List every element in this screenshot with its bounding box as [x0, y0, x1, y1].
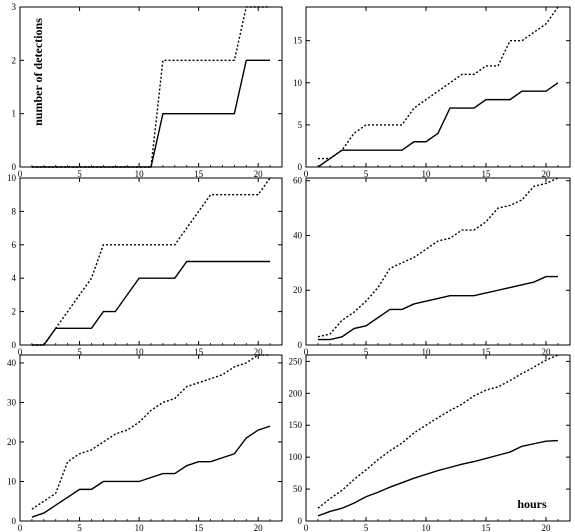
series-dotted-line: [31, 354, 271, 510]
x-tick-label: 15: [482, 347, 492, 357]
y-tick-label: 100: [289, 452, 303, 462]
series-solid-line: [318, 275, 558, 341]
panel-frame: [19, 6, 283, 168]
y-tick-label: 8: [12, 206, 17, 216]
x-tick-label: 10: [135, 169, 145, 179]
x-tick-label: 10: [422, 523, 432, 532]
series-dotted-line: [318, 6, 559, 160]
y-tick-label: 0: [298, 162, 303, 172]
y-tick-label: 40: [293, 230, 303, 240]
panel-frame: [305, 6, 571, 168]
x-axis-label: hours: [517, 497, 547, 511]
series-dotted-line: [31, 6, 271, 168]
chart-panel-3: 0 5 10 15 20 0 2 4 6 8 10: [7, 173, 283, 357]
y-tick-label: 60: [293, 176, 303, 186]
series-solid-line: [31, 425, 271, 518]
y-tick-label: 0: [298, 340, 303, 350]
chart-panel-5: 0 5 10 15 20 0 10 20 30 40: [7, 354, 283, 532]
x-tick-label: 10: [422, 169, 432, 179]
y-tick-label: 0: [12, 162, 17, 172]
y-tick-label: 2: [12, 55, 17, 65]
chart-panel-2: 0 5 10 15 20 0 5 10 15: [293, 6, 571, 179]
y-axis-label: number of detections: [31, 18, 45, 126]
series-dotted-line: [317, 177, 559, 338]
y-tick-label: 20: [7, 437, 17, 447]
y-tick-label: 150: [289, 420, 303, 430]
x-tick-label: 10: [422, 347, 432, 357]
x-tick-label: 20: [254, 523, 264, 532]
x-tick-label: 15: [482, 523, 492, 532]
x-tick-label: 15: [194, 523, 204, 532]
x-tick-label: 0: [304, 523, 309, 532]
x-tick-label: 20: [542, 523, 552, 532]
y-tick-label: 40: [7, 358, 17, 368]
series-solid-line: [31, 260, 271, 346]
x-tick-label: 20: [542, 169, 552, 179]
x-tick-label: 5: [77, 523, 82, 532]
x-tick-label: 0: [18, 347, 23, 357]
series-solid-line: [317, 82, 559, 168]
x-tick-label: 20: [542, 347, 552, 357]
y-tick-label: 200: [289, 388, 303, 398]
x-tick-label: 5: [364, 169, 369, 179]
series-solid-line: [317, 439, 559, 517]
y-tick-label: 5: [298, 120, 303, 130]
y-tick-label: 10: [293, 78, 303, 88]
x-tick-label: 20: [254, 169, 264, 179]
x-tick-label: 0: [18, 169, 23, 179]
y-tick-label: 1: [12, 109, 17, 119]
x-tick-label: 10: [135, 347, 145, 357]
y-tick-label: 15: [293, 36, 303, 46]
y-tick-label: 0: [12, 516, 17, 526]
y-tick-label: 250: [289, 356, 303, 366]
series-dotted-line: [317, 354, 559, 509]
x-tick-label: 0: [304, 347, 309, 357]
y-tick-label: 10: [7, 476, 17, 486]
panel-frame: [19, 354, 283, 522]
x-tick-label: 15: [194, 169, 204, 179]
x-tick-label: 20: [254, 347, 264, 357]
y-tick-label: 30: [7, 397, 17, 407]
y-tick-label: 2: [12, 307, 17, 317]
series-dotted-line: [31, 177, 271, 346]
x-tick-label: 5: [77, 347, 82, 357]
y-tick-label: 0: [12, 340, 17, 350]
x-tick-label: 10: [135, 523, 145, 532]
x-tick-label: 5: [77, 169, 82, 179]
chart-panel-4: 0 5 10 15 20 0 20 40 60: [293, 176, 571, 357]
y-tick-label: 3: [12, 2, 17, 12]
y-tick-label: 6: [12, 240, 17, 250]
x-tick-label: 5: [364, 347, 369, 357]
panel-frame: [305, 177, 571, 346]
y-tick-label: 20: [293, 285, 303, 295]
y-tick-label: 4: [12, 273, 17, 283]
x-tick-label: 15: [482, 169, 492, 179]
x-tick-label: 15: [194, 347, 204, 357]
series-solid-line: [31, 59, 271, 168]
y-tick-label: 50: [293, 484, 303, 494]
x-tick-label: 0: [304, 169, 309, 179]
y-tick-label: 0: [298, 516, 303, 526]
chart-panel-1: 0 5 10 15 20 0 1 2 3: [12, 2, 283, 179]
x-tick-label: 0: [18, 523, 23, 532]
x-tick-label: 5: [364, 523, 369, 532]
y-tick-label: 10: [7, 173, 17, 183]
